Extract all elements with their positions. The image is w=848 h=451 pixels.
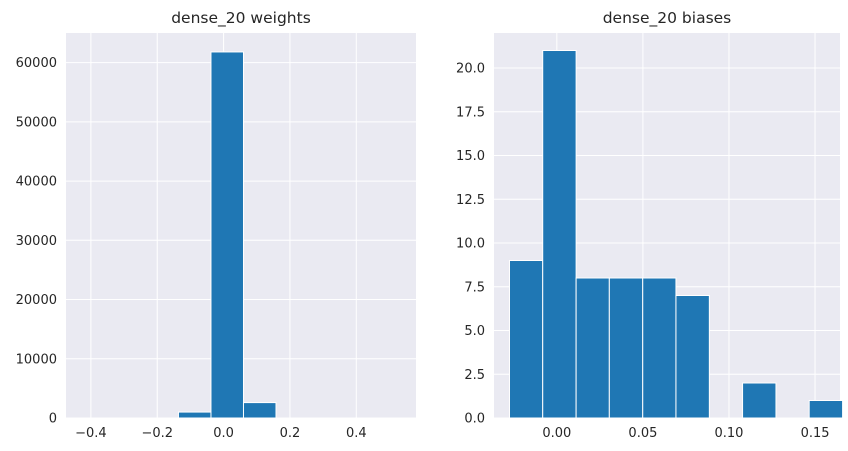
weights-bar [210, 51, 244, 419]
biases-y-tick-label: 17.5 [456, 105, 485, 120]
biases-bar [575, 277, 610, 419]
biases-bar [675, 295, 710, 419]
biases-y-tick-label: 7.5 [464, 280, 485, 295]
weights-y-tick-label: 20000 [16, 293, 57, 308]
biases-x-tick-label: 0.05 [628, 426, 657, 441]
weights-x-tick-label: 0.4 [346, 426, 367, 441]
biases-y-tick-label: 10.0 [456, 237, 485, 252]
biases-y-tick-label: 2.5 [464, 368, 485, 383]
weights-y-tick-label: 10000 [16, 352, 57, 367]
weights-x-tick-label: 0.0 [213, 426, 234, 441]
biases-bar [542, 50, 577, 419]
weights-y-tick-label: 40000 [16, 175, 57, 190]
weights-y-tick-label: 50000 [16, 115, 57, 130]
biases-x-tick-label: 0.15 [801, 426, 830, 441]
biases-x-tick-label: 0.00 [542, 426, 571, 441]
biases-histogram-panel: 0.00 0.05 0.10 0.15 0.0 2.5 5.0 7.5 10.0 12.5 15.0… [456, 9, 844, 441]
weights-y-tick-label: 30000 [16, 234, 57, 249]
biases-y-tick-label: 5.0 [464, 324, 485, 339]
biases-y-tick-label: 0.0 [464, 412, 485, 427]
biases-bar [742, 382, 777, 419]
weights-bar [242, 402, 277, 419]
weights-x-tick-label: −0.4 [75, 426, 107, 441]
biases-bar [608, 277, 644, 419]
weights-x-tick-label: 0.2 [280, 426, 301, 441]
biases-chart-title: dense_20 biases [603, 9, 732, 28]
biases-x-tick-label: 0.10 [714, 426, 743, 441]
biases-bar [508, 260, 544, 419]
weights-chart-title: dense_20 weights [171, 9, 311, 28]
biases-y-tick-label: 12.5 [456, 193, 485, 208]
biases-bar [642, 277, 677, 419]
biases-y-tick-label: 15.0 [456, 149, 485, 164]
weights-x-tick-label: −0.2 [141, 426, 173, 441]
weights-y-tick-label: 0 [49, 412, 57, 427]
weights-histogram-panel: −0.4 −0.2 0.0 0.2 0.4 0 10000 20000 30000 40000 50… [16, 9, 416, 441]
weights-y-tick-label: 60000 [16, 56, 57, 71]
biases-y-tick-label: 20.0 [456, 62, 485, 77]
biases-bar [808, 400, 844, 419]
weights-bar [177, 411, 212, 419]
